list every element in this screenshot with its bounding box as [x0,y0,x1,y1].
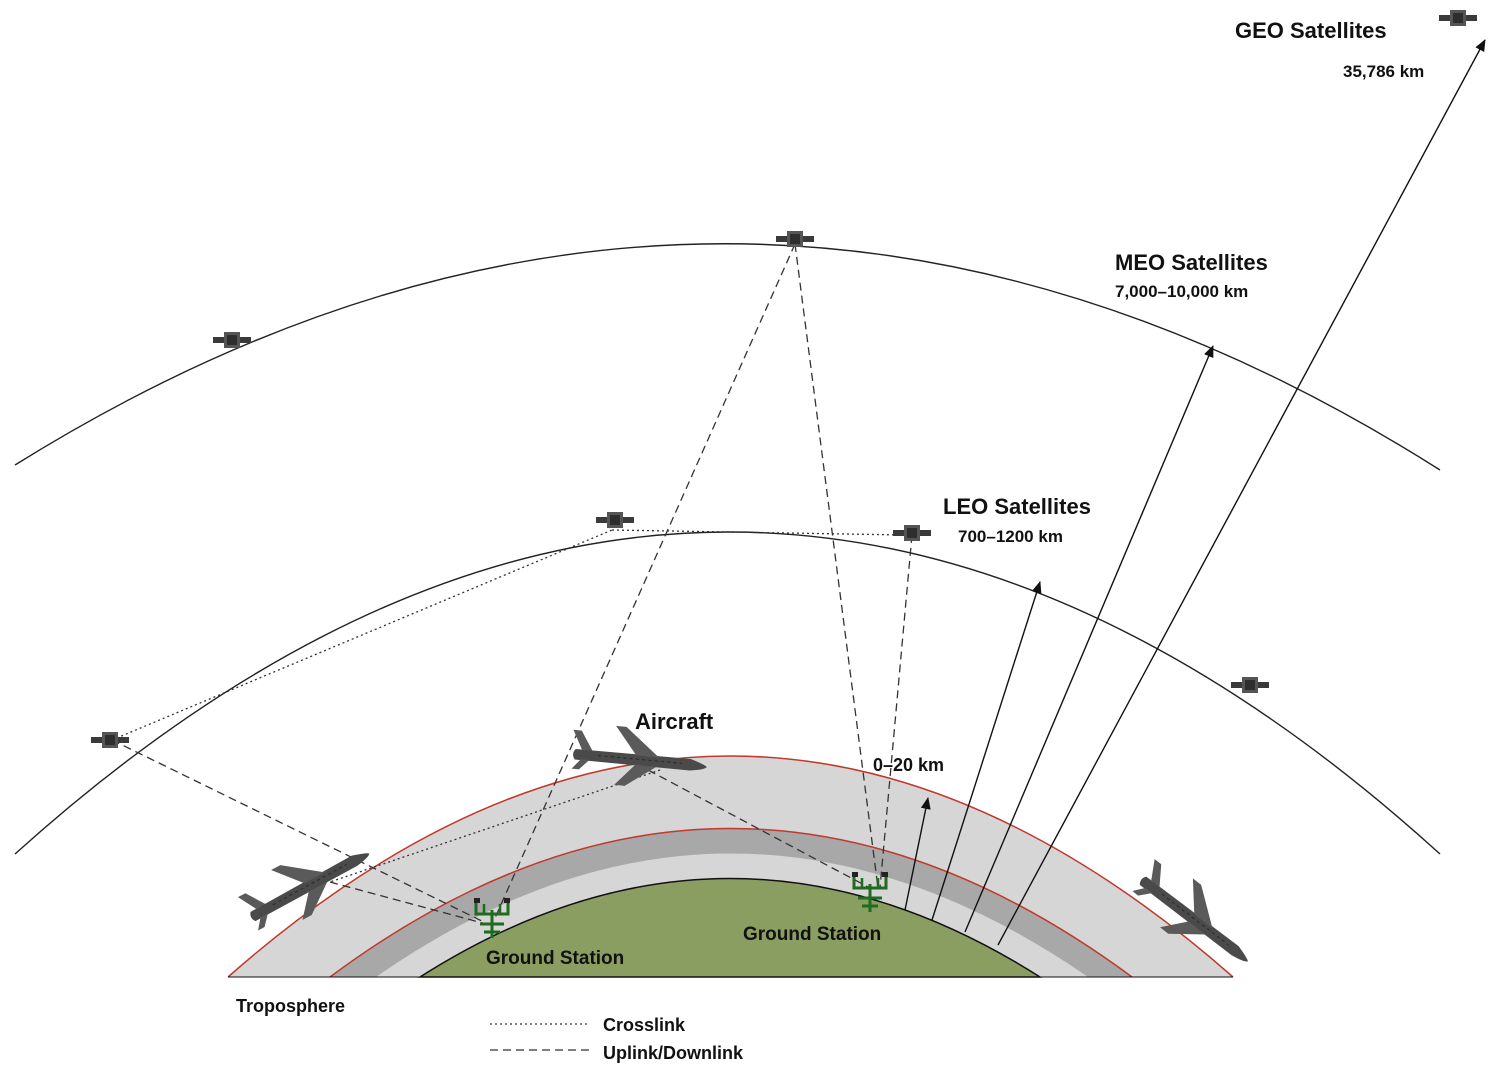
geo-altitude: 35,786 km [1343,62,1424,81]
earth-layers [227,755,1234,978]
link-meo-gs-left [494,243,796,919]
troposphere-label: Troposphere [236,996,345,1016]
legend: Crosslink Uplink/Downlink [490,1015,744,1063]
meo-altitude: 7,000–10,000 km [1115,282,1248,301]
legend-crosslink-label: Crosslink [603,1015,686,1035]
troposphere-outer-boundary [227,755,1234,978]
aircraft-label: Aircraft [635,709,714,734]
geo-title: GEO Satellites [1235,18,1387,43]
satellite-icon [596,512,634,528]
earth-ground [417,877,1043,978]
meo-altitude-arrow [964,345,1214,933]
crosslink-leo-1-leo-2 [111,529,613,741]
ground-station-left-label: Ground Station [486,948,624,969]
link-aircraft-gs-right [647,769,871,889]
leo-title: LEO Satellites [943,494,1091,519]
meo-orbit [14,243,1441,471]
satellite-icon [1439,10,1477,26]
aircraft-altitude-arrow [904,797,931,911]
leo-altitude: 700–1200 km [958,527,1063,546]
crosslink-leo-2-leo-3 [611,529,906,536]
altitude-arrows [904,39,1486,946]
uplinks-downlinks [111,243,913,926]
satellite-icon [893,525,931,541]
geo-altitude-arrow [997,39,1486,946]
ground-station-right-label: Ground Station [743,924,881,945]
link-meo-gs-right [794,243,879,889]
leo-altitude-arrow [931,581,1042,921]
crosslinks [111,529,906,883]
link-leo-gs-left [111,739,491,926]
meo-title: MEO Satellites [1115,250,1268,275]
legend-uplink-label: Uplink/Downlink [603,1043,744,1063]
link-aircraft-gs-left [329,881,491,926]
satellite-icon [91,732,129,748]
atmosphere-inner-boundary [329,827,1133,978]
satellite-icon [1231,677,1269,693]
aircraft-altitude: 0–20 km [873,755,944,775]
crosslink-aircraft-aircraft [329,769,661,883]
satellite-icon [213,332,251,348]
link-leo-gs-right [879,534,913,889]
